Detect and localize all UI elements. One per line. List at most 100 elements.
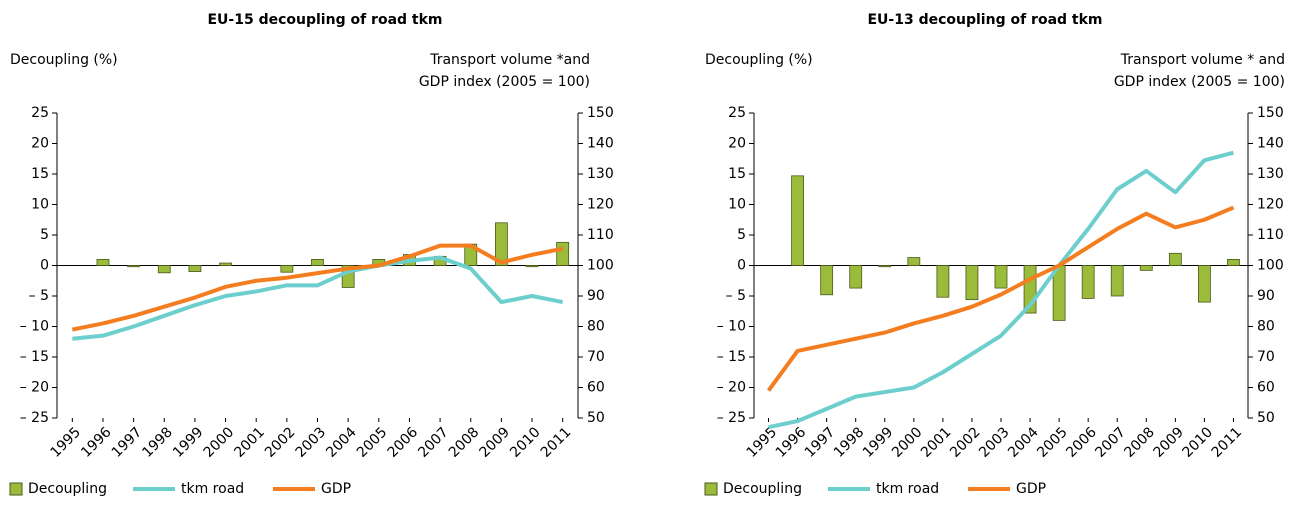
- y-tick-label: 25: [728, 105, 746, 121]
- y-tick-label: – 15: [20, 349, 49, 365]
- y-tick-label: 0: [737, 258, 746, 274]
- bar: [1110, 265, 1124, 297]
- y2-tick-label: 90: [587, 288, 605, 304]
- legend-label: tkm road: [876, 481, 939, 497]
- x-tick-label: 2009: [477, 424, 514, 461]
- line: [768, 150, 1234, 430]
- x-tick-label: 2011: [1209, 424, 1246, 461]
- y-axis-label: Decoupling (%): [10, 52, 118, 68]
- x-tick-label: 1997: [802, 424, 839, 461]
- x-tick-label: 1999: [860, 424, 897, 461]
- chart-title: EU-15 decoupling of road tkm: [207, 12, 442, 28]
- y-tick-label: 25: [31, 105, 49, 121]
- y2-tick-label: 80: [1257, 319, 1275, 335]
- y2-tick-label: 110: [587, 227, 614, 243]
- x-tick-label: 2001: [231, 424, 268, 461]
- bar: [494, 222, 508, 266]
- x-tick-label: 2010: [507, 424, 544, 461]
- bar: [311, 258, 324, 266]
- x-tick-label: 2010: [1180, 424, 1217, 461]
- y-tick-label: – 5: [726, 288, 746, 304]
- y-axis-label: Decoupling (%): [705, 52, 813, 68]
- x-tick-label: 2011: [538, 424, 575, 461]
- y2-tick-label: 150: [1257, 105, 1284, 121]
- y2-tick-label: 60: [587, 380, 605, 396]
- x-tick-label: 1998: [831, 424, 868, 461]
- y2-tick-label: 70: [587, 349, 605, 365]
- x-tick-label: 2005: [1034, 424, 1071, 461]
- legend-label: GDP: [321, 481, 351, 497]
- x-tick-label: 2002: [947, 424, 984, 461]
- y2-tick-label: 100: [587, 258, 614, 274]
- y-tick-label: 15: [31, 166, 49, 182]
- x-tick-label: 1999: [170, 424, 207, 461]
- bar: [1168, 252, 1182, 266]
- chart-title: EU-13 decoupling of road tkm: [867, 12, 1102, 28]
- line: [766, 205, 1235, 392]
- y2-tick-label: 110: [1257, 227, 1284, 243]
- x-tick-label: 2008: [1121, 424, 1158, 461]
- line: [71, 243, 564, 332]
- y-tick-label: 10: [728, 197, 746, 213]
- y2-tick-label: 130: [1257, 166, 1284, 182]
- legend-swatch: [704, 482, 718, 496]
- y2-tick-label: 60: [1257, 380, 1275, 396]
- bar: [188, 265, 202, 272]
- y2-tick-label: 130: [587, 166, 614, 182]
- y-tick-label: 20: [31, 136, 49, 152]
- y2-tick-label: 50: [1257, 410, 1275, 426]
- bar: [849, 265, 863, 289]
- y2-tick-label: 70: [1257, 349, 1275, 365]
- bar: [936, 265, 950, 298]
- y-tick-label: 5: [737, 227, 746, 243]
- x-tick-label: 2000: [201, 424, 238, 461]
- bar: [1081, 265, 1095, 299]
- y2-tick-label: 150: [587, 105, 614, 121]
- chart: EU-15 decoupling of road tkm Decoupling (…: [9, 12, 614, 497]
- x-tick-label: 1995: [744, 424, 781, 461]
- bar: [525, 265, 539, 268]
- y-tick-label: 15: [728, 166, 746, 182]
- bar: [556, 241, 570, 266]
- bar: [791, 175, 804, 266]
- x-tick-label: 2007: [1092, 424, 1129, 461]
- x-tick-label: 1998: [139, 424, 176, 461]
- x-tick-label: 2004: [1005, 424, 1042, 461]
- y2-tick-label: 120: [1257, 197, 1284, 213]
- bar: [157, 265, 171, 274]
- x-tick-label: 2000: [889, 424, 926, 461]
- y2-tick-label: 50: [587, 410, 605, 426]
- y2-axis-label: GDP index (2005 = 100): [1114, 74, 1285, 90]
- bar: [820, 265, 834, 296]
- x-tick-label: 2003: [976, 424, 1013, 461]
- bar: [127, 265, 141, 268]
- bar: [219, 262, 232, 266]
- x-tick-label: 1995: [47, 424, 84, 461]
- bar: [1198, 265, 1211, 303]
- y2-axis-label: Transport volume *and: [429, 52, 590, 68]
- y2-tick-label: 80: [587, 319, 605, 335]
- bar: [878, 265, 892, 268]
- legend-label: tkm road: [181, 481, 244, 497]
- y-tick-label: 0: [40, 258, 49, 274]
- x-tick-label: 2009: [1150, 424, 1187, 461]
- x-tick-label: 2006: [1063, 424, 1100, 461]
- legend-label: Decoupling: [723, 481, 802, 497]
- x-tick-label: 2005: [354, 424, 391, 461]
- bar: [1139, 265, 1153, 271]
- bar: [96, 258, 110, 266]
- y-tick-label: 10: [31, 197, 49, 213]
- x-tick-label: 2003: [293, 424, 330, 461]
- y2-tick-label: 140: [587, 136, 614, 152]
- legend-swatch: [9, 482, 23, 496]
- x-tick-label: 1996: [773, 424, 810, 461]
- x-tick-label: 2002: [262, 424, 299, 461]
- x-tick-label: 2007: [415, 424, 452, 461]
- x-tick-label: 2008: [446, 424, 483, 461]
- y-tick-label: – 15: [717, 349, 746, 365]
- y2-tick-label: 100: [1257, 258, 1284, 274]
- y-tick-label: – 25: [717, 410, 746, 426]
- x-tick-label: 2006: [385, 424, 422, 461]
- y2-axis-label: GDP index (2005 = 100): [419, 74, 590, 90]
